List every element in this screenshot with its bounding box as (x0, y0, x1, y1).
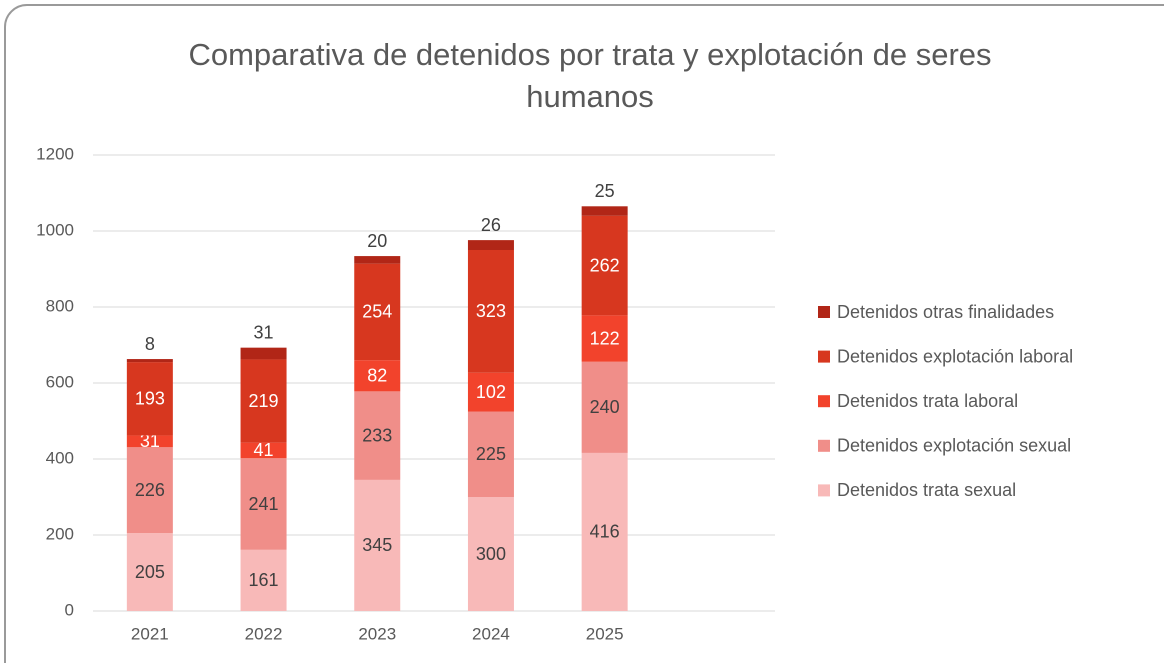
y-tick-label: 400 (46, 448, 74, 467)
bar-segment (581, 315, 628, 362)
data-label: 226 (135, 480, 165, 500)
data-label: 31 (140, 431, 160, 451)
data-label: 205 (135, 562, 165, 582)
x-tick-label: 2021 (131, 624, 169, 643)
y-tick-label: 1200 (36, 144, 74, 163)
bar-segment (581, 452, 628, 611)
data-label: 193 (135, 389, 165, 409)
data-label: 323 (476, 301, 506, 321)
bar-segment (126, 533, 173, 611)
chart-title: Comparativa de detenidos por trata y exp… (188, 37, 992, 114)
x-tick-label: 2025 (586, 624, 624, 643)
bar-segment (581, 361, 628, 453)
bar-segment (126, 447, 173, 534)
bar-segment (126, 359, 173, 363)
bar-segment (467, 250, 514, 373)
bar-segment (354, 391, 401, 480)
data-label: 262 (590, 255, 620, 275)
data-label: 82 (367, 366, 387, 386)
data-label: 8 (145, 334, 155, 354)
data-label: 31 (254, 322, 274, 342)
data-label: 416 (590, 522, 620, 542)
bar-segment (581, 206, 628, 216)
legend-label: Detenidos trata laboral (837, 391, 1018, 411)
bar-segment (467, 240, 514, 250)
data-label: 345 (362, 535, 392, 555)
data-label: 254 (362, 302, 392, 322)
data-label: 20 (367, 231, 387, 251)
legend-label: Detenidos explotación laboral (837, 346, 1073, 366)
x-tick-label: 2024 (472, 624, 510, 643)
bar-segment (467, 497, 514, 611)
data-label: 233 (362, 425, 392, 445)
data-label: 26 (481, 215, 501, 235)
y-tick-label: 600 (46, 372, 74, 391)
bar-segment (126, 362, 173, 436)
legend-swatch (818, 439, 830, 452)
legend-swatch (818, 484, 830, 497)
x-tick-label: 2023 (358, 624, 396, 643)
data-label: 241 (249, 494, 279, 514)
legend-label: Detenidos explotación sexual (837, 436, 1071, 456)
data-label: 300 (476, 544, 506, 564)
bar-segment (354, 479, 401, 611)
bar-segment (240, 458, 287, 550)
y-tick-label: 1000 (36, 220, 74, 239)
legend-swatch (818, 395, 830, 408)
legend-swatch (818, 350, 830, 363)
legend-swatch (818, 306, 830, 318)
data-label: 122 (590, 328, 620, 348)
bar-segment (467, 411, 514, 497)
bar-segment (354, 263, 401, 361)
x-tick-label: 2022 (245, 624, 283, 643)
data-label: 219 (249, 391, 279, 411)
bar-segment (126, 435, 173, 448)
data-label: 25 (595, 181, 615, 201)
bar-segment (240, 359, 287, 443)
data-label: 225 (476, 444, 506, 464)
y-tick-label: 800 (46, 296, 74, 315)
bar-segment (354, 360, 401, 392)
legend-label: Detenidos trata sexual (837, 480, 1016, 500)
bar-segment (354, 256, 401, 264)
y-tick-label: 0 (65, 600, 74, 619)
bar-segment (240, 347, 287, 360)
legend-label: Detenidos otras finalidades (837, 302, 1054, 322)
bar-segment (467, 372, 514, 412)
data-label: 161 (249, 570, 279, 590)
data-label: 41 (254, 440, 274, 460)
bar-segment (581, 215, 628, 316)
data-label: 240 (590, 397, 620, 417)
bar-segment (240, 442, 287, 459)
y-tick-label: 200 (46, 524, 74, 543)
data-label: 102 (476, 382, 506, 402)
bar-segment (240, 549, 287, 611)
